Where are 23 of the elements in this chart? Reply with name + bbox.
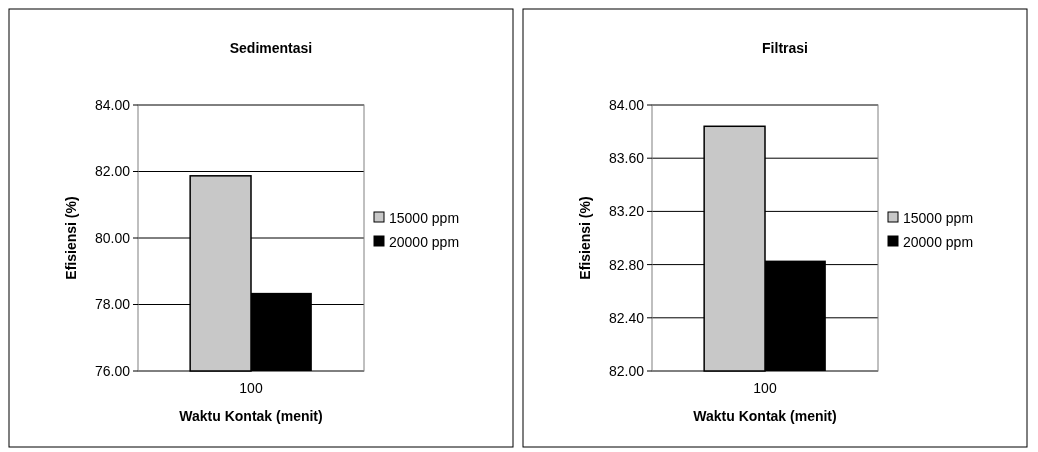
y-tick-label: 84.00 [608,96,645,113]
legend-label: 20000 ppm [903,233,974,250]
y-tick-label: 83.20 [608,203,645,220]
y-tick-label: 82.80 [608,256,645,273]
legend-label: 20000 ppm [389,233,460,250]
y-tick-label: 83.60 [608,150,645,167]
x-tick-label: 100 [239,380,263,396]
x-tick-label: 100 [753,380,777,396]
chart-title: Filtrasi [762,40,808,56]
y-tick-label: 76.00 [94,362,131,379]
y-tick-label: 82.00 [94,163,131,180]
y-tick-label: 78.00 [94,296,131,313]
x-axis-title: Waktu Kontak (menit) [693,408,837,424]
y-tick-label: 82.40 [608,309,645,326]
y-axis-title: Efisiensi (%) [577,196,593,280]
y-tick-label: 80.00 [94,229,131,246]
y-tick-label: 84.00 [94,96,131,113]
y-tick-label: 82.00 [608,362,645,379]
chart-title: Sedimentasi [229,40,313,56]
y-axis-title: Efisiensi (%) [63,196,79,280]
legend-label: 15000 ppm [903,209,974,226]
legend-label: 15000 ppm [389,209,460,226]
x-axis-title: Waktu Kontak (menit) [179,408,323,424]
